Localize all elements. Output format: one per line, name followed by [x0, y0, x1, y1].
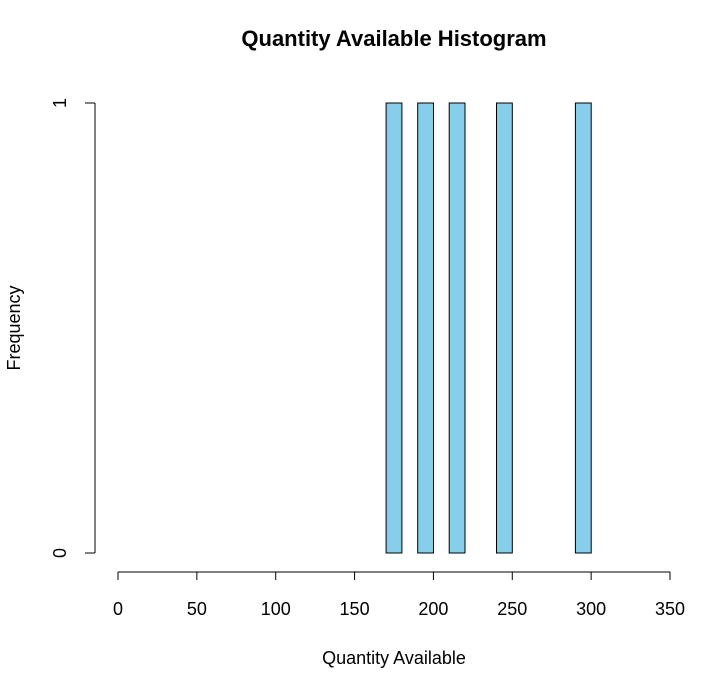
- y-tick-label-1: 1: [50, 98, 70, 108]
- x-tick-label-250: 250: [497, 599, 527, 619]
- y-tick-label-0: 0: [50, 548, 70, 558]
- x-tick-label-50: 50: [187, 599, 207, 619]
- y-axis-label: Frequency: [4, 285, 24, 370]
- histogram-bar-240-250: [496, 102, 513, 554]
- x-tick-label-150: 150: [340, 599, 370, 619]
- x-tick-label-300: 300: [576, 599, 606, 619]
- x-tick-label-200: 200: [418, 599, 448, 619]
- x-tick-label-350: 350: [655, 599, 685, 619]
- bars-group: [385, 102, 592, 554]
- x-axis-label: Quantity Available: [322, 648, 466, 668]
- histogram-bar-290-300: [574, 102, 592, 554]
- x-tick-label-100: 100: [261, 599, 291, 619]
- histogram-bar-190-200: [417, 102, 435, 554]
- histogram-bar-210-220: [448, 102, 466, 554]
- x-axis: 0 50 100 150 200 250 300 350: [113, 571, 685, 619]
- chart-title: Quantity Available Histogram: [241, 26, 546, 51]
- x-tick-label-0: 0: [113, 599, 123, 619]
- y-axis: 01: [50, 98, 96, 558]
- histogram-bar-170-180: [385, 102, 403, 554]
